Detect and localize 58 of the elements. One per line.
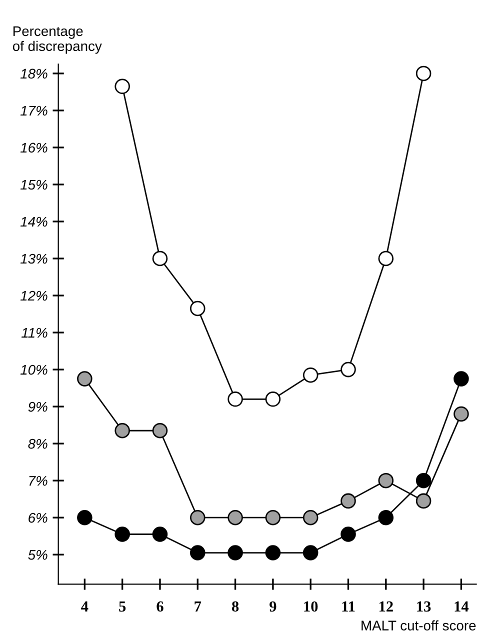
x-tick-label: 13: [417, 601, 431, 612]
point: [265, 392, 281, 407]
point: [340, 526, 356, 542]
point: [190, 510, 206, 526]
x-tick-label: 5: [119, 601, 126, 612]
x-tick-label: 11: [342, 601, 355, 612]
y-tick-label: 7%: [29, 476, 48, 486]
y-tick-label: 17%: [20, 106, 48, 116]
y-tick-label: 14%: [20, 216, 48, 227]
x-tick-label: 12: [379, 601, 393, 612]
point: [416, 472, 432, 488]
point: [152, 526, 168, 542]
point: [265, 510, 281, 526]
point: [378, 472, 394, 488]
x-tick-label: 7: [194, 601, 202, 612]
y-axis-title: Percentage of discrepancy: [12, 26, 102, 54]
x-tick-label: 4: [81, 601, 88, 612]
point: [152, 422, 168, 438]
point: [228, 392, 243, 407]
x-tick-label: 10: [304, 601, 318, 612]
point: [454, 406, 469, 422]
y-tick-label: 11%: [21, 328, 48, 338]
y-tick-label: 8%: [28, 438, 48, 449]
point: [340, 493, 356, 509]
point: [378, 510, 394, 526]
x-tick-label: 6: [156, 601, 164, 612]
point: [228, 545, 243, 560]
point: [190, 300, 206, 316]
point: [77, 371, 92, 386]
point: [454, 371, 469, 386]
y-tick-label: 5%: [28, 550, 48, 560]
point: [114, 78, 130, 94]
point: [190, 545, 206, 560]
x-tick-label: 8: [232, 601, 239, 612]
y-tick-label: 9%: [28, 402, 48, 412]
x-axis-title: MALT cut-off score: [362, 620, 476, 630]
point: [302, 367, 318, 383]
point: [302, 510, 318, 526]
point: [152, 250, 168, 266]
point: [114, 526, 130, 542]
y-tick-label: 18%: [20, 68, 48, 79]
x-tick-label: 9: [270, 601, 276, 612]
y-tick-label: 10%: [20, 364, 48, 375]
y-tick-label: 16%: [20, 142, 48, 153]
x-tick-label: 14: [454, 601, 469, 612]
y-tick-label: 15%: [20, 180, 48, 190]
point: [114, 422, 130, 438]
point: [265, 545, 281, 560]
point: [228, 510, 243, 526]
y-tick-label: 12%: [20, 290, 48, 301]
point: [302, 545, 318, 560]
point: [416, 66, 432, 82]
point: [416, 493, 432, 509]
point: [340, 362, 356, 378]
y-tick-label: 13%: [20, 254, 48, 264]
point: [378, 250, 394, 266]
y-tick-label: 6%: [28, 512, 48, 523]
point: [77, 510, 92, 526]
